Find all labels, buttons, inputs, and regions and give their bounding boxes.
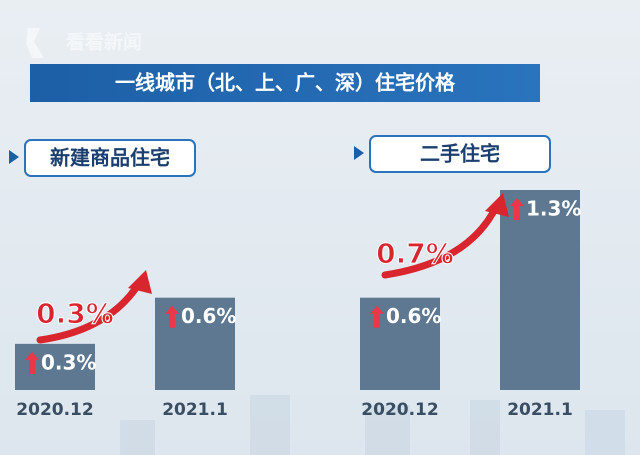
value-label: 1.3% <box>526 197 581 221</box>
panel-title: 二手住宅 <box>420 142 500 166</box>
x-tick-label: 2021.1 <box>507 400 573 420</box>
chart-title: 一线城市（北、上、广、深）住宅价格 <box>115 71 456 95</box>
change-arrow-head <box>485 193 509 217</box>
up-arrow <box>510 198 524 220</box>
value-label: 0.6% <box>181 304 236 328</box>
change-arrow <box>381 201 501 279</box>
up-arrow <box>165 305 179 328</box>
panel-tag <box>24 139 196 177</box>
panel-tag <box>369 135 551 173</box>
x-tick-label: 2021.1 <box>162 400 228 420</box>
value-label: 0.3% <box>41 350 96 374</box>
x-tick-label: 2020.12 <box>361 400 438 420</box>
value-label: 0.6% <box>386 304 441 328</box>
bar <box>500 190 580 390</box>
logo-icon <box>26 28 44 58</box>
change-arrow <box>36 278 144 344</box>
change-annotation: 0.7% <box>376 237 454 270</box>
logo-text: 看看新闻 <box>65 31 142 54</box>
change-annotation: 0.3% <box>36 297 114 330</box>
skyline <box>120 395 625 455</box>
bar <box>15 343 95 390</box>
tag-arrow <box>9 150 19 164</box>
up-arrow <box>370 305 384 328</box>
up-arrow <box>25 351 39 374</box>
x-tick-label: 2020.12 <box>16 400 93 420</box>
title-banner <box>30 64 540 102</box>
panel-title: 新建商品住宅 <box>50 146 170 170</box>
tag-arrow <box>354 146 364 160</box>
change-arrow-head <box>128 270 152 294</box>
